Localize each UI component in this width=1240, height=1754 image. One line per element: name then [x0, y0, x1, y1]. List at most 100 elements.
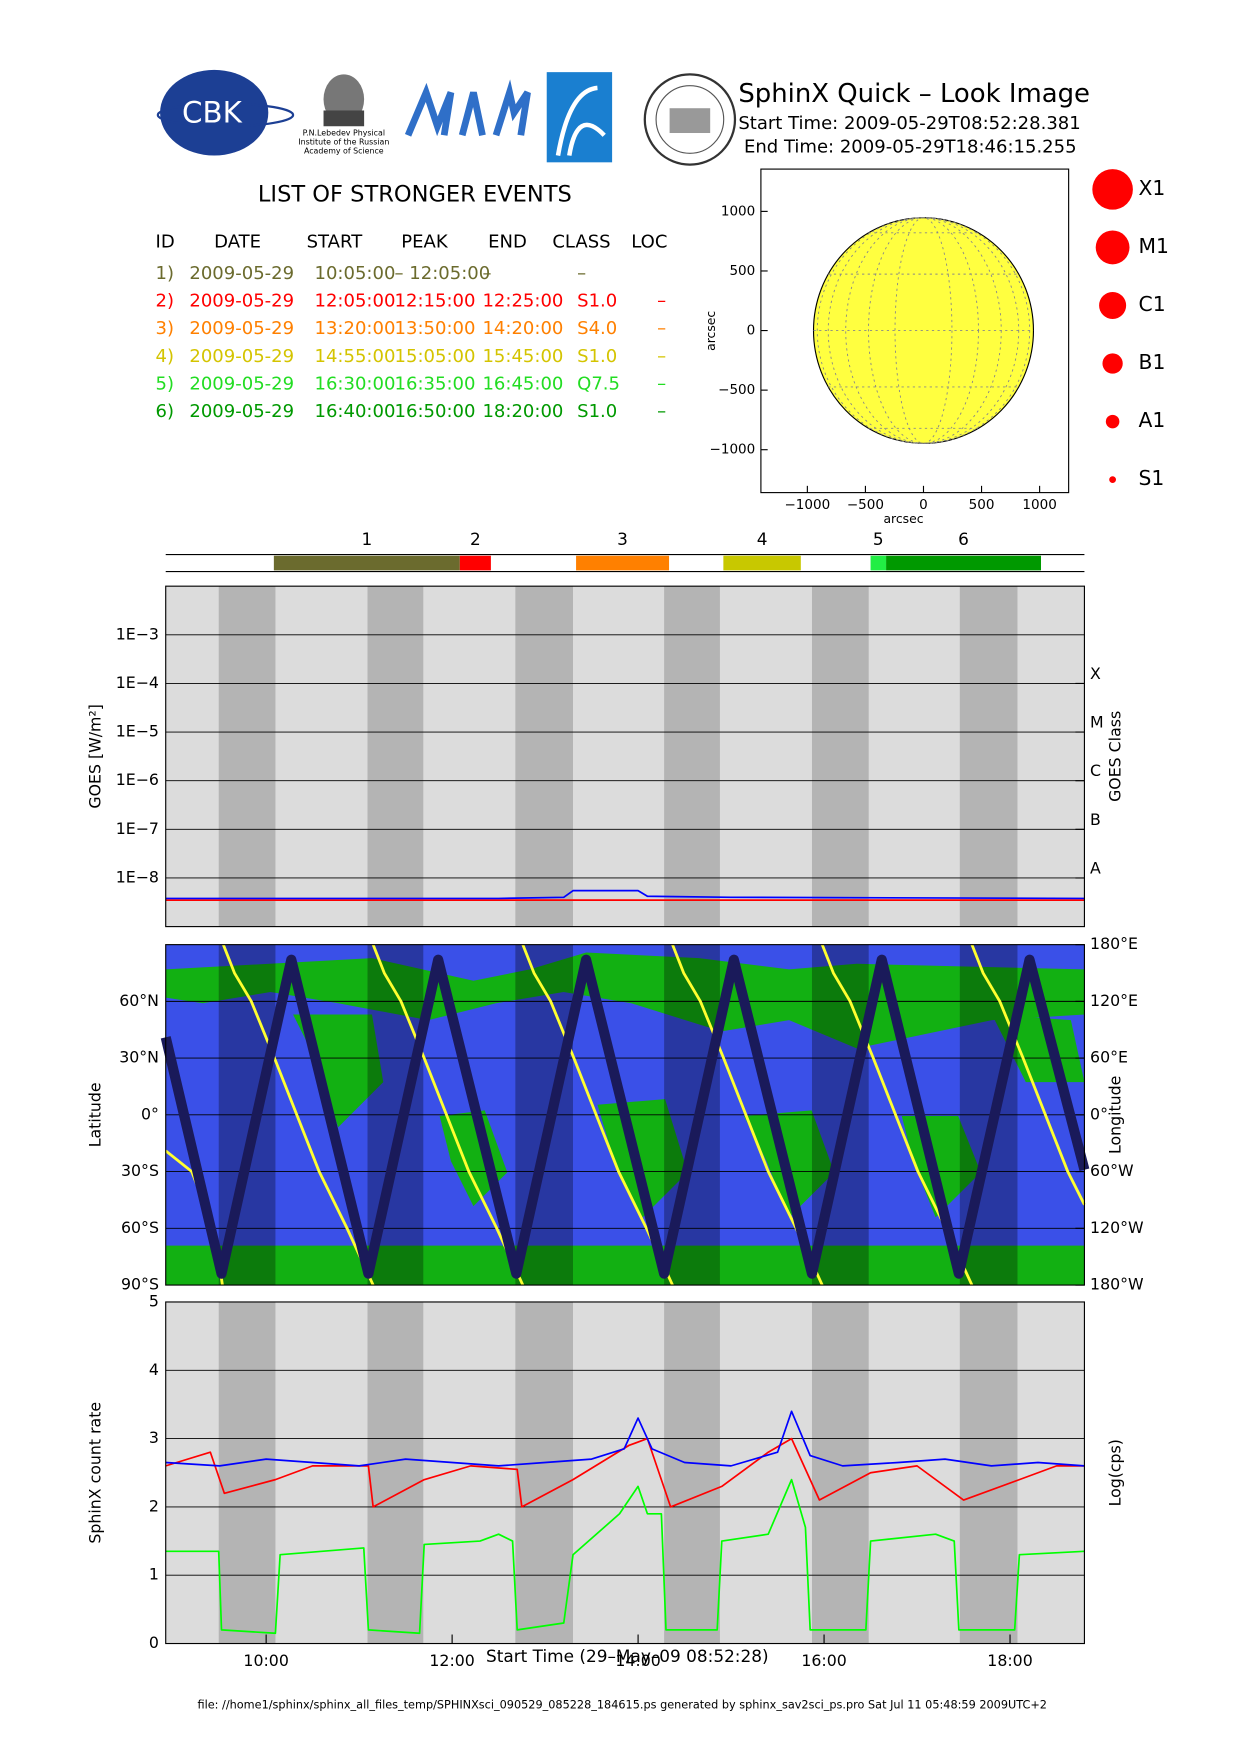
- event-label: 6: [958, 529, 969, 549]
- table-cell: 14:55:00: [315, 346, 396, 367]
- table-cell: S1.0: [577, 346, 617, 367]
- size-label: B1: [1139, 350, 1166, 374]
- table-cell: 1): [156, 263, 175, 284]
- table-cell: –: [657, 373, 666, 394]
- y-tick-label: 4: [149, 1360, 159, 1379]
- table-cell: 12:25:00: [482, 291, 563, 312]
- table-cell: 2009-05-29: [189, 346, 294, 367]
- logo-lebedev: P.N.Lebedev Physical Institute of the Ru…: [298, 74, 389, 156]
- eclipse-band: [664, 586, 720, 927]
- y-tick-label: 1E−6: [116, 770, 159, 789]
- table-cell: S1.0: [577, 291, 617, 312]
- eclipse-band: [959, 1301, 1018, 1644]
- y-axis-label: arcsec: [703, 311, 718, 351]
- x-tick-label: 500: [969, 497, 995, 513]
- size-marker: [1092, 169, 1133, 210]
- table-cell: S4.0: [577, 318, 617, 339]
- plot-background: [165, 1301, 1085, 1644]
- y2-axis-label: Longitude: [1105, 1076, 1124, 1154]
- y-tick-label: 0: [747, 323, 756, 339]
- y2-tick-label: 180°W: [1090, 1275, 1144, 1294]
- x-tick-label: 10:00: [243, 1651, 288, 1670]
- table-cell: 2009-05-29: [189, 318, 294, 339]
- table-cell: 15:45:00: [482, 346, 563, 367]
- x-tick-label: 16:00: [801, 1651, 846, 1670]
- y-tick-label: 2: [149, 1496, 159, 1515]
- y-tick-label: 60°S: [121, 1218, 159, 1237]
- y-tick-label: 30°N: [119, 1048, 159, 1067]
- y-tick-label: 5: [149, 1291, 159, 1310]
- event-segment: [273, 555, 460, 571]
- y-tick-label: 1E−3: [116, 624, 159, 643]
- data-line: [165, 889, 1085, 900]
- plot-frame: [165, 585, 1085, 928]
- column-header: START: [307, 231, 364, 252]
- y2-tick-label: B: [1090, 810, 1101, 829]
- table-cell: – 12:05:00: [395, 263, 491, 284]
- x-tick-label: −500: [847, 497, 884, 513]
- table-cell: 2): [156, 291, 175, 312]
- logo-seal: [643, 73, 737, 166]
- x-tick-label: −1000: [784, 497, 830, 513]
- eclipse-band: [959, 586, 1018, 927]
- table-cell: –: [657, 291, 666, 312]
- x-tick-label: 0: [919, 497, 928, 513]
- plot-frame: [165, 944, 1085, 1286]
- table-cell: 16:40:00: [315, 401, 396, 422]
- table-cell: 2009-05-29: [189, 263, 294, 284]
- title: SphinX Quick – Look Image: [738, 79, 1090, 109]
- size-label: A1: [1139, 408, 1166, 432]
- eclipse-band: [515, 586, 574, 927]
- table-cell: 2009-05-29: [189, 373, 294, 394]
- y-tick-label: 500: [729, 263, 755, 279]
- size-marker: [1102, 353, 1123, 374]
- event-label: 3: [617, 529, 628, 549]
- y2-tick-label: C: [1090, 761, 1101, 780]
- logo-arc: [546, 72, 613, 163]
- event-segment: [886, 555, 1042, 571]
- table-cell: Q7.5: [577, 373, 620, 394]
- y-tick-label: 1E−4: [116, 673, 159, 692]
- size-marker: [1105, 414, 1120, 429]
- size-marker: [1099, 291, 1127, 320]
- y2-tick-label: 0°: [1090, 1104, 1108, 1123]
- eclipse-band: [811, 1301, 869, 1644]
- table-cell: 4): [156, 346, 175, 367]
- event-label: 1: [361, 529, 372, 549]
- size-label: S1: [1139, 466, 1165, 490]
- disk-grid: [827, 217, 1020, 444]
- logo-mian: [404, 79, 531, 137]
- event-segment: [459, 555, 491, 571]
- y-tick-label: 3: [149, 1428, 159, 1447]
- size-label: X1: [1139, 176, 1166, 200]
- size-marker: [1109, 476, 1116, 484]
- eclipse-band: [218, 1301, 276, 1644]
- data-line: [165, 1478, 1085, 1635]
- table-cell: S1.0: [577, 401, 617, 422]
- y2-axis-label: GOES Class: [1105, 711, 1124, 802]
- table-cell: –: [482, 263, 491, 284]
- table-cell: 18:20:00: [482, 401, 563, 422]
- table-cell: –: [577, 263, 586, 284]
- y-tick-label: 1E−7: [116, 819, 159, 838]
- table-cell: 16:30:00: [315, 373, 396, 394]
- y2-tick-label: A: [1090, 858, 1101, 877]
- y2-tick-label: 120°W: [1090, 1218, 1144, 1237]
- table-cell: 16:50:00: [395, 401, 476, 422]
- x-tick-label: 12:00: [429, 1651, 474, 1670]
- x-axis-label: Start Time (29–May–09 08:52:28): [486, 1646, 769, 1666]
- table-cell: 2009-05-29: [189, 401, 294, 422]
- y2-axis-label: Log(cps): [1105, 1439, 1124, 1506]
- y-tick-label: −500: [718, 382, 755, 398]
- y2-tick-label: X: [1090, 664, 1101, 683]
- column-header: CLASS: [552, 231, 610, 252]
- eclipse-band: [218, 586, 276, 927]
- end-time: End Time: 2009-05-29T18:46:15.255: [744, 137, 1077, 158]
- y2-tick-label: 120°E: [1090, 991, 1138, 1010]
- table-cell: 3): [156, 318, 175, 339]
- x-tick-label: 14:00: [615, 1651, 660, 1670]
- y-tick-label: 0°: [141, 1104, 159, 1123]
- y-tick-label: 1: [149, 1565, 159, 1584]
- table-cell: 10:05:00: [315, 263, 396, 284]
